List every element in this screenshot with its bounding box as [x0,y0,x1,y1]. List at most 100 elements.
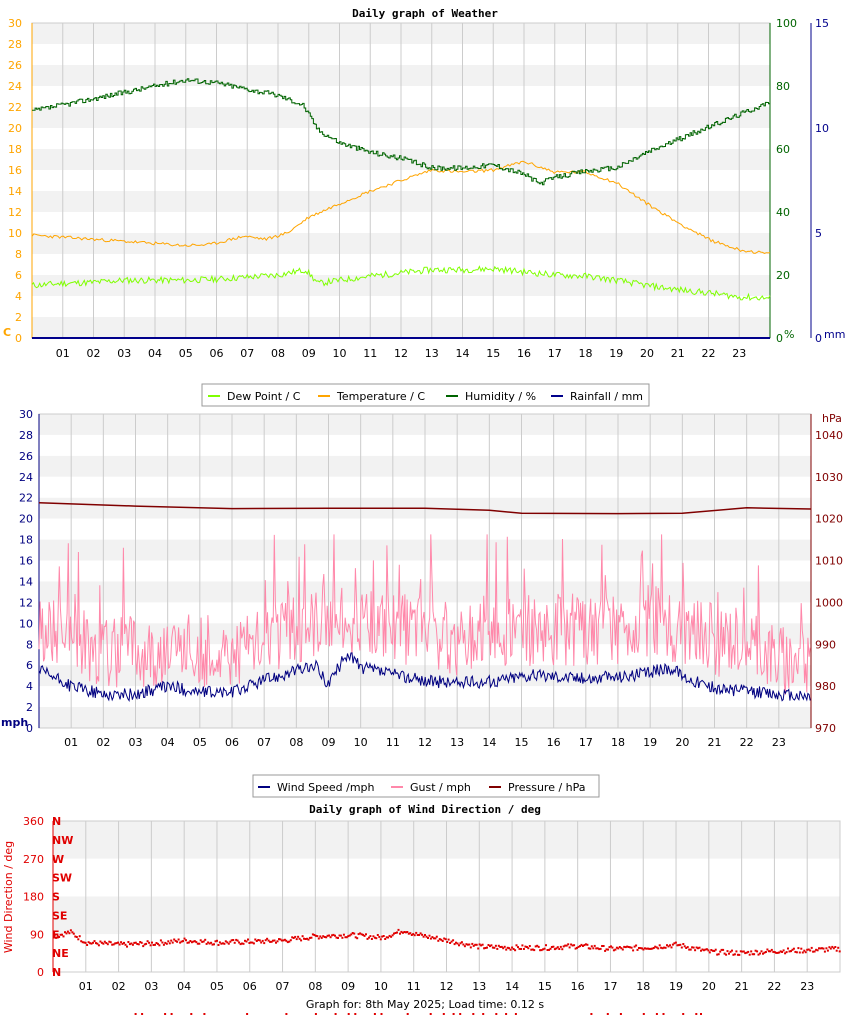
weather-x-tick-label: 16 [517,347,531,360]
direction-point [294,935,297,938]
legend-gust: Gust / mph [410,781,471,794]
direction-point [781,951,784,953]
direction-point [196,942,199,945]
direction-point [326,934,329,937]
weather-left-axis-unit: C [3,326,11,339]
direction-stray-point [170,1013,173,1015]
direction-point [406,931,409,933]
direction-point [725,953,728,956]
direction-point [360,933,363,936]
wind-right-tick-label: 1040 [815,429,843,442]
direction-point [279,938,282,941]
direction-point [550,946,553,948]
direction-x-tick-label: 22 [767,980,781,993]
direction-point [533,949,536,952]
direction-point [322,935,325,938]
direction-point [527,947,530,950]
direction-point [711,949,714,952]
direction-point [731,949,733,952]
direction-point [695,946,698,949]
direction-point [55,936,58,939]
direction-point [310,936,313,939]
direction-point [630,946,633,949]
weather-left-tick-label: 10 [8,227,22,240]
wind-x-tick-label: 02 [96,736,110,749]
wind-right-tick-label: 1010 [815,555,843,568]
direction-point [232,939,235,941]
weather-mid-tick-label: 80 [776,80,790,93]
direction-point [186,941,189,944]
direction-point [100,941,103,944]
wind-x-tick-label: 13 [450,736,464,749]
weather-left-tick-label: 14 [8,185,22,198]
direction-point [542,948,545,951]
direction-point [213,943,215,946]
weather-chart: 01 02 03 04 05 06 07 08 09 10 11 12 13 14 15 16 17 18 19 20… [3,17,845,360]
direction-point [266,937,269,940]
direction-point [489,945,491,948]
wind-x-tick-label: 19 [643,736,657,749]
direction-point [478,943,481,946]
weather-mid-tick-label: 100 [776,17,797,30]
weather-x-tick-label: 19 [609,347,623,360]
wind-left-axis-unit: mph [1,716,28,729]
direction-point [614,948,617,951]
direction-point [468,943,471,946]
direction-point [182,940,184,943]
wind-x-tick-label: 12 [418,736,432,749]
direction-point [708,951,711,954]
direction-point [674,941,677,944]
direction-point [81,941,84,944]
wind-left-tick-label: 20 [19,513,33,526]
direction-point [481,943,484,946]
direction-compass-label: NE [52,947,69,960]
direction-point [505,948,508,951]
wind-x-tick-label: 07 [257,736,271,749]
direction-point [233,941,236,944]
weather-left-tick-label: 0 [15,332,22,345]
wind-right-tick-label: 970 [815,722,836,735]
direction-point [689,948,692,951]
direction-point [518,947,521,950]
direction-point [418,934,421,936]
direction-point [365,933,367,936]
direction-point [797,947,800,950]
direction-compass-label: S [52,891,60,904]
weather-left-tick-label: 26 [8,59,22,72]
direction-point [87,941,90,944]
direction-stray-point [334,1013,337,1015]
direction-point [155,942,158,944]
weather-legend: Dew Point / C Temperature / C Humidity /… [201,383,650,407]
wind-left-tick-label: 8 [26,638,33,651]
direction-point [363,934,366,937]
direction-point [217,944,220,946]
direction-point [311,933,314,936]
weather-left-tick-label: 20 [8,122,22,135]
weather-x-tick-label: 10 [333,347,347,360]
direction-point [803,949,806,952]
direction-point [93,940,96,943]
weather-right-tick-label: 10 [815,122,829,135]
direction-point [288,940,291,943]
weather-x-tick-label: 18 [579,347,593,360]
direction-point [382,935,385,937]
direction-point [146,940,149,943]
direction-point [676,944,679,947]
direction-point [555,947,558,950]
direction-stray-point [619,1013,622,1015]
direction-point [248,942,251,944]
direction-point [247,938,249,941]
direction-point [323,936,326,938]
direction-point [130,942,133,945]
direction-compass-label: W [52,853,64,866]
direction-point [403,931,406,933]
direction-point [291,936,294,939]
direction-point [757,953,760,956]
direction-point [267,939,270,942]
direction-point [351,932,354,934]
direction-point [605,948,608,951]
direction-point [443,937,446,940]
direction-point [477,947,480,950]
direction-point [337,937,339,939]
direction-point [298,937,301,940]
